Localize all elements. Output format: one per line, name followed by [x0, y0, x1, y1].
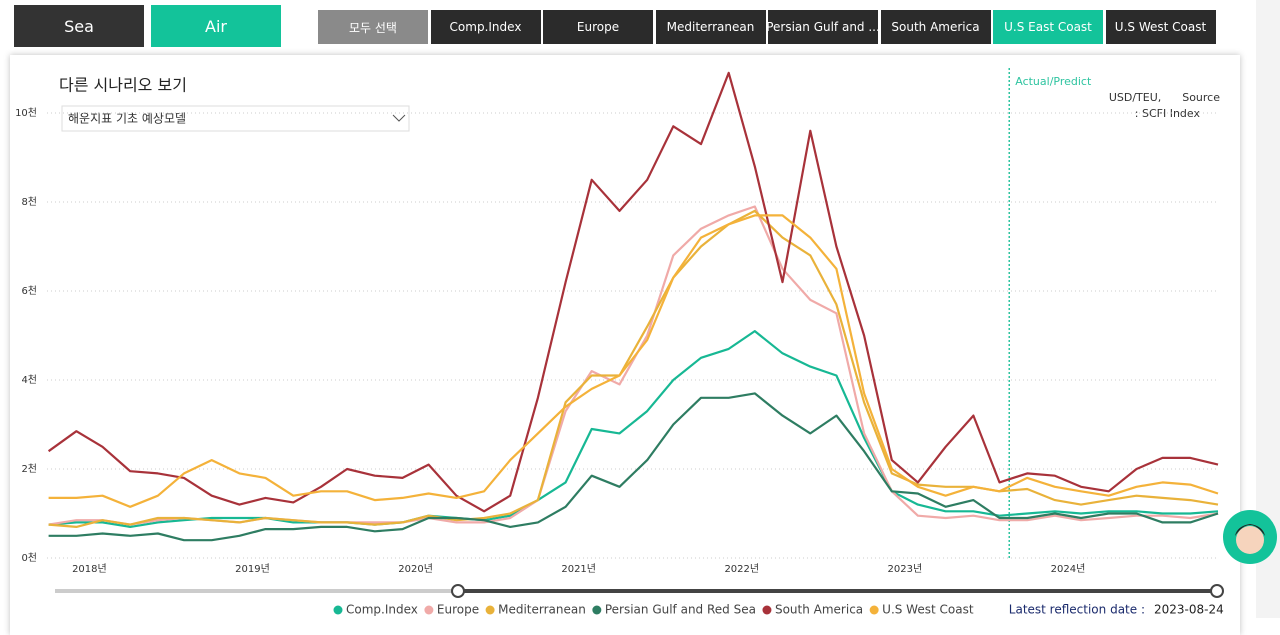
legend-label: South America — [775, 603, 863, 617]
legend-swatch — [762, 605, 772, 615]
x-tick-label: 2019년 — [235, 563, 270, 575]
latest-label: Latest reflection date : — [1009, 603, 1145, 617]
y-tick-label: 10천 — [15, 107, 37, 119]
chart-card — [10, 55, 1240, 635]
filter-tab[interactable]: South America — [880, 10, 991, 44]
x-tick-label: 2023년 — [888, 563, 923, 575]
series-line — [48, 214, 1219, 508]
slider-handle[interactable] — [1210, 584, 1224, 598]
unit-note: USD/TEU, Source — [1109, 91, 1220, 104]
filter-tab[interactable]: U.S East Coast — [993, 10, 1103, 44]
dropdown-text: 해운지표 기초 예상모델 — [68, 112, 186, 126]
y-tick-label: 0천 — [21, 552, 37, 564]
filter-tab[interactable]: Comp.Index — [430, 10, 541, 44]
legend-swatch — [869, 605, 879, 615]
series-line — [48, 205, 1219, 526]
legend-swatch — [424, 605, 434, 615]
y-tick-label: 8천 — [21, 196, 37, 208]
y-tick-label: 4천 — [21, 374, 37, 386]
y-tick-label: 6천 — [21, 285, 37, 297]
series-line — [48, 330, 1219, 528]
slider-handle[interactable] — [451, 584, 465, 598]
legend-swatch — [333, 605, 343, 615]
series-line — [48, 392, 1219, 542]
series-line — [47, 71, 1219, 513]
mode-button[interactable]: Air — [151, 5, 281, 47]
filter-tab[interactable]: Mediterranean — [655, 10, 766, 44]
latest-date: 2023-08-24 — [1154, 603, 1224, 617]
chart: 다른 시나리오 보기 해운지표 기초 예상모델 USD/TEU, Source … — [15, 68, 1277, 617]
filter-tab[interactable]: Persian Gulf and ... — [766, 10, 880, 44]
legend-label: Europe — [437, 603, 479, 617]
panel-title: 다른 시나리오 보기 — [59, 76, 187, 95]
legend-swatch — [592, 605, 602, 615]
x-tick-label: 2024년 — [1051, 563, 1086, 575]
dropdown-chevron — [392, 114, 406, 122]
dropdown[interactable] — [61, 105, 410, 132]
legend-swatch — [485, 605, 495, 615]
avatar[interactable] — [1223, 510, 1277, 564]
filter-tab[interactable]: Europe — [543, 10, 653, 44]
avatar-hair — [1235, 524, 1265, 536]
legend-label: Persian Gulf and Red Sea — [605, 603, 756, 617]
series-line — [48, 209, 1219, 528]
x-tick-label: 2018년 — [72, 563, 107, 575]
avatar-face — [1236, 526, 1264, 554]
mode-button[interactable]: Sea — [14, 5, 144, 47]
page: Sea Air 모두 선택 Comp.Index Europe Mediterrane… — [14, 0, 1280, 618]
legend-label: Comp.Index — [346, 603, 418, 617]
x-tick-label: 2021년 — [561, 563, 596, 575]
legend-label: Mediterranean — [498, 603, 586, 617]
x-tick-label: 2022년 — [724, 563, 759, 575]
x-tick-label: 2020년 — [398, 563, 433, 575]
annotation: Actual/Predict — [1015, 75, 1092, 88]
filter-tab[interactable]: U.S West Coast — [1105, 10, 1216, 44]
y-tick-label: 2천 — [21, 463, 37, 475]
filter-tab[interactable]: 모두 선택 — [318, 10, 428, 44]
legend-label: U.S West Coast — [882, 603, 974, 617]
